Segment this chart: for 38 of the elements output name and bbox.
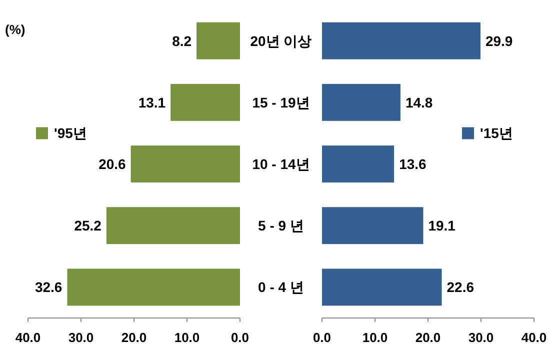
data-label: 13.6 [399, 156, 427, 172]
data-label: 20.6 [98, 156, 126, 172]
bar [67, 268, 240, 306]
bar [170, 84, 240, 121]
y-tick-label: 0 - 4 년 [258, 279, 304, 296]
y-tick-label: 15 - 19년 [252, 94, 310, 110]
x-tick-label: 40.0 [15, 330, 41, 345]
data-label: 25.2 [74, 218, 102, 234]
bar [106, 207, 240, 244]
data-label: 19.1 [428, 218, 456, 234]
data-label: 29.9 [485, 32, 513, 49]
x-tick-label: 10.0 [174, 330, 200, 345]
y-tick-label: 20년 이상 [250, 32, 312, 49]
y-axis-title: (%) [5, 22, 26, 37]
x-tick-label: 0.0 [230, 330, 250, 345]
data-label: 13.1 [138, 94, 166, 110]
data-label: 8.2 [172, 32, 192, 49]
x-tick-label: 20.0 [415, 330, 441, 345]
legend-label: '95년 [54, 125, 87, 142]
x-tick-label: 10.0 [362, 330, 388, 345]
legend-label: '15년 [480, 125, 513, 142]
y-tick-label: 5 - 9 년 [258, 218, 304, 234]
bar [196, 22, 240, 60]
y-tick-label: 10 - 14년 [252, 156, 310, 172]
x-tick-label: 30.0 [468, 330, 494, 345]
bar [322, 22, 480, 60]
bar [322, 146, 394, 182]
x-tick-label: 30.0 [68, 330, 94, 345]
data-label: 22.6 [446, 279, 474, 296]
x-tick-label: 20.0 [121, 330, 147, 345]
bar [322, 84, 400, 121]
x-tick-label: 40.0 [521, 330, 547, 345]
bar [130, 146, 240, 182]
data-label: 14.8 [405, 94, 433, 110]
bar [322, 268, 442, 306]
x-tick-label: 0.0 [312, 330, 332, 345]
bar [322, 207, 424, 244]
data-label: 32.6 [34, 279, 62, 296]
